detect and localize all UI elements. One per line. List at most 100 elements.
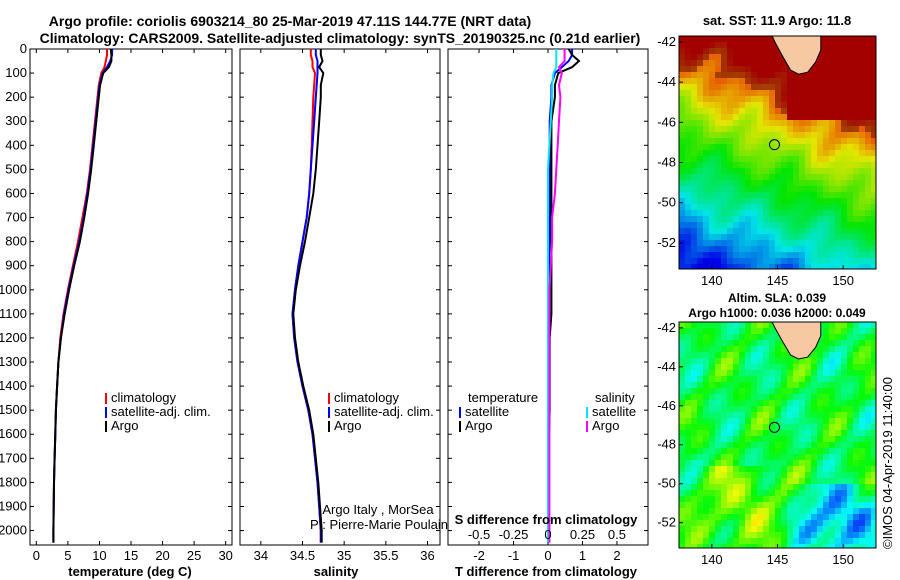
y-tick-label: 2000 bbox=[0, 523, 27, 538]
temperature-panel: 0100200300400500600700800900100011001200… bbox=[0, 41, 233, 563]
legend-title-temperature: temperature bbox=[468, 390, 538, 405]
x-tick-label: 36 bbox=[420, 548, 434, 563]
y-tick-label: 1600 bbox=[0, 426, 27, 441]
header-line2: Climatology: CARS2009. Satellite-adjuste… bbox=[40, 30, 641, 46]
x-tick-label: -2 bbox=[473, 548, 485, 563]
legend-title-salinity: salinity bbox=[595, 390, 635, 405]
sst-map: 140 145 150 -42 -44 -46 -48 -50 -52 bbox=[657, 34, 877, 288]
lon-tick-label: 150 bbox=[832, 552, 854, 567]
argo-position-marker bbox=[768, 139, 780, 151]
x-tick-label: 34 bbox=[254, 548, 268, 563]
legend-label: climatology bbox=[334, 390, 400, 405]
series-line bbox=[548, 49, 566, 543]
y-tick-label: 300 bbox=[5, 113, 27, 128]
land bbox=[771, 322, 822, 360]
imos-stamp: ©IMOS 04-Apr-2019 11:40:00 bbox=[880, 377, 895, 549]
x-tick-label: 35.5 bbox=[373, 548, 398, 563]
legend-label: Argo bbox=[592, 418, 619, 433]
y-tick-label: 1200 bbox=[0, 330, 27, 345]
y-tick-label: 700 bbox=[5, 210, 27, 225]
x-tick-label-salinity: 0.5 bbox=[608, 527, 626, 542]
y-tick-label: 500 bbox=[5, 161, 27, 176]
y-tick-label: 1700 bbox=[0, 450, 27, 465]
x-tick-label-salinity: 0.25 bbox=[570, 527, 595, 542]
legend-label: satellite-adj. clim. bbox=[111, 404, 211, 419]
lat-tick-label: -44 bbox=[657, 359, 676, 374]
lat-tick-label: -44 bbox=[657, 74, 676, 89]
y-tick-label: 200 bbox=[5, 89, 27, 104]
lat-tick-label: -42 bbox=[657, 320, 676, 335]
sla-map-title2: Argo h1000: 0.036 h2000: 0.049 bbox=[688, 306, 866, 320]
sla-map-title1: Altim. SLA: 0.039 bbox=[728, 291, 826, 305]
plot-frame bbox=[29, 48, 233, 546]
y-tick-label: 1100 bbox=[0, 306, 27, 321]
lat-tick-label: -48 bbox=[657, 155, 676, 170]
y-tick-label: 1500 bbox=[0, 402, 27, 417]
lat-tick-label: -42 bbox=[657, 34, 676, 49]
lon-tick-label: 145 bbox=[767, 552, 789, 567]
y-tick-label: 800 bbox=[5, 234, 27, 249]
x-tick-label: -1 bbox=[508, 548, 520, 563]
legend-label: Argo bbox=[111, 418, 138, 433]
x-tick-label: 30 bbox=[218, 548, 232, 563]
y-tick-label: 1400 bbox=[0, 378, 27, 393]
salinity-xlabel: salinity bbox=[314, 564, 360, 579]
lat-tick-label: -52 bbox=[657, 235, 676, 250]
map-field bbox=[679, 36, 876, 269]
lat-tick-label: -50 bbox=[657, 195, 676, 210]
sst-map-title: sat. SST: 11.9 Argo: 11.8 bbox=[703, 13, 851, 28]
legend-label: Argo bbox=[465, 418, 492, 433]
legend-label: satellite bbox=[465, 404, 509, 419]
x-tick-label: 35 bbox=[337, 548, 351, 563]
legend-label: satellite-adj. clim. bbox=[334, 404, 434, 419]
x-tick-label-salinity: -0.25 bbox=[499, 527, 529, 542]
legend-label: climatology bbox=[111, 390, 177, 405]
y-tick-label: 1000 bbox=[0, 282, 27, 297]
x-tick-label: 34.5 bbox=[290, 548, 315, 563]
y-tick-label: 100 bbox=[5, 65, 27, 80]
legend-label: satellite bbox=[592, 404, 636, 419]
lat-tick-label: -48 bbox=[657, 437, 676, 452]
x-tick-label: 20 bbox=[155, 548, 169, 563]
y-tick-label: 0 bbox=[20, 41, 27, 56]
lon-tick-label: 145 bbox=[767, 273, 789, 288]
legend-label: Argo bbox=[334, 418, 361, 433]
x-tick-label: 5 bbox=[64, 548, 71, 563]
x-tick-label: 2 bbox=[613, 548, 620, 563]
x-tick-label: 10 bbox=[92, 548, 106, 563]
x-tick-label: 0 bbox=[544, 548, 551, 563]
y-tick-label: 400 bbox=[5, 137, 27, 152]
difference-panel: -2 -1 0 1 2-0.5 -0.25 0 0.25 0.5temperaturesatel… bbox=[447, 48, 649, 563]
x-tick-label: 1 bbox=[579, 548, 586, 563]
y-tick-label: 600 bbox=[5, 185, 27, 200]
lon-tick-label: 140 bbox=[701, 552, 723, 567]
difference-xlabel: T difference from climatology bbox=[455, 564, 638, 579]
plot-frame bbox=[239, 48, 441, 546]
difference-xlabel-top: S difference from climatology bbox=[455, 512, 639, 527]
lat-tick-label: -50 bbox=[657, 476, 676, 491]
x-tick-label-salinity: 0 bbox=[544, 527, 551, 542]
sla-map: 140 145 150 -42 -44 -46 -48 -50 -52 bbox=[657, 320, 877, 567]
temperature-xlabel: temperature (deg C) bbox=[68, 564, 192, 579]
y-tick-label: 1900 bbox=[0, 498, 27, 513]
credit-line2: PI: Pierre-Marie Poulain bbox=[310, 517, 448, 532]
lon-tick-label: 140 bbox=[701, 273, 723, 288]
x-tick-label-salinity: -0.5 bbox=[468, 527, 490, 542]
argo-position-marker bbox=[768, 421, 780, 433]
y-tick-label: 1300 bbox=[0, 354, 27, 369]
series-line bbox=[292, 49, 325, 543]
series-line bbox=[547, 49, 558, 543]
lon-tick-label: 150 bbox=[832, 273, 854, 288]
series-line bbox=[52, 48, 113, 543]
lat-tick-label: -52 bbox=[657, 515, 676, 530]
x-tick-label: 15 bbox=[124, 548, 138, 563]
y-tick-label: 1800 bbox=[0, 474, 27, 489]
tasmania-land bbox=[771, 36, 822, 75]
credit-line1: Argo Italy , MorSea bbox=[322, 502, 434, 517]
map-field bbox=[679, 322, 876, 548]
land bbox=[771, 36, 822, 75]
x-tick-label: 0 bbox=[33, 548, 40, 563]
y-tick-label: 900 bbox=[5, 258, 27, 273]
x-tick-label: 25 bbox=[187, 548, 201, 563]
